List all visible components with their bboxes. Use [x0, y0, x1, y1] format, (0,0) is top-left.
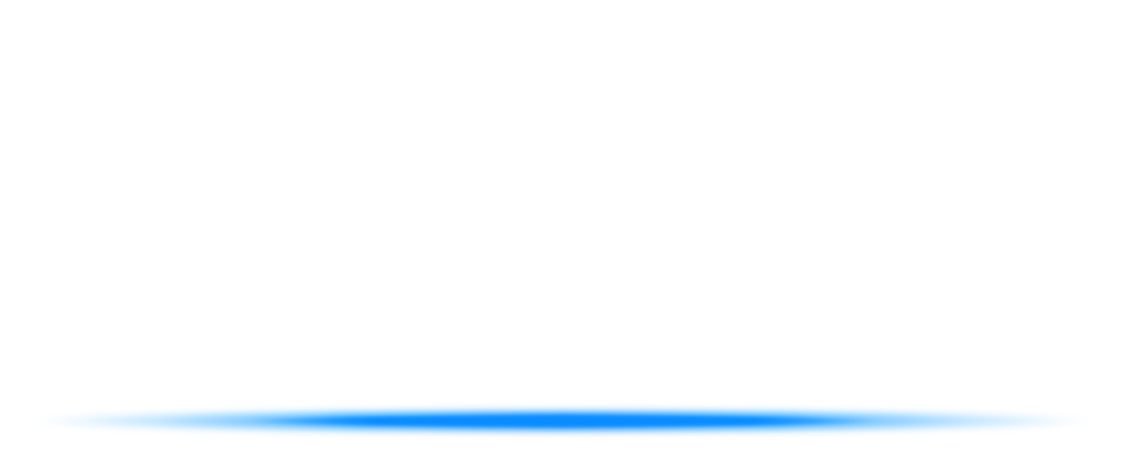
glow-line-core: [250, 416, 875, 426]
